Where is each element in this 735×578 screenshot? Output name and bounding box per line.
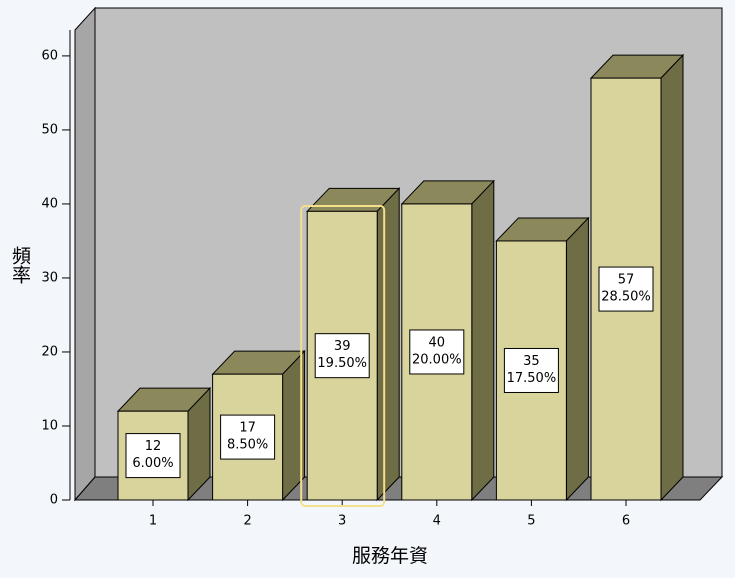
value-label: 40 (429, 335, 446, 350)
label-box (125, 433, 181, 479)
y-tick-label: 50 (41, 122, 58, 137)
label-box (409, 329, 465, 375)
percent-label: 6.00% (132, 456, 173, 471)
label-box (598, 266, 654, 312)
percent-label: 17.50% (507, 371, 557, 386)
x-tick-label: 2 (243, 514, 251, 529)
bar-side (660, 53, 684, 502)
y-tick-label: 10 (41, 418, 58, 433)
x-axis-title: 服務年資 (352, 545, 428, 567)
bar-side (471, 179, 495, 502)
bar-side (376, 187, 400, 502)
y-tick-label: 0 (50, 493, 58, 508)
x-tick-label: 1 (149, 514, 157, 529)
value-label: 39 (334, 339, 351, 354)
x-tick-label: 4 (433, 514, 441, 529)
percent-label: 8.50% (227, 438, 268, 453)
x-tick-label: 6 (622, 514, 630, 529)
value-label: 12 (145, 439, 162, 454)
y-axis-title: 頻率 (9, 246, 31, 284)
y-tick-label: 20 (41, 344, 58, 359)
percent-label: 28.50% (601, 290, 651, 305)
value-label: 57 (618, 273, 635, 288)
y-tick-label: 40 (41, 196, 58, 211)
x-tick-label: 5 (527, 514, 535, 529)
value-label: 17 (239, 421, 256, 436)
label-box (220, 414, 276, 460)
label-box (314, 333, 370, 379)
y-tick-label: 60 (41, 48, 58, 63)
percent-label: 19.50% (317, 356, 367, 371)
y-tick-label: 30 (41, 270, 58, 285)
bar-side (565, 216, 589, 502)
label-box (503, 347, 559, 393)
selection-outline (300, 205, 386, 507)
value-label: 35 (523, 354, 540, 369)
x-tick-label: 3 (338, 514, 346, 529)
side-wall (74, 6, 96, 502)
percent-label: 20.00% (412, 352, 462, 367)
